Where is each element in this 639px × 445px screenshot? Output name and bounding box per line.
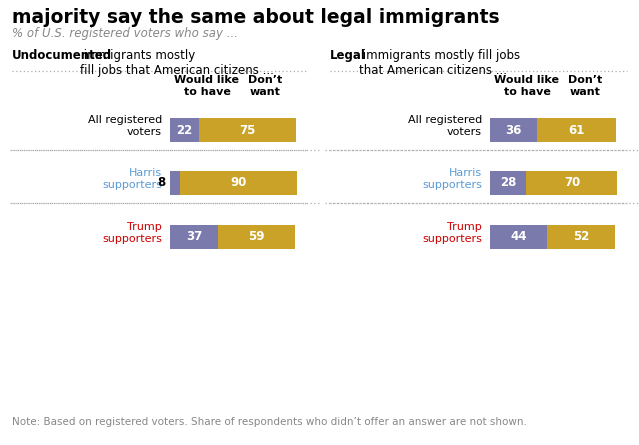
Text: immigrants mostly fill jobs
that American citizens ...: immigrants mostly fill jobs that America…: [359, 49, 520, 77]
Bar: [218, 225, 295, 249]
Text: 90: 90: [231, 177, 247, 190]
Bar: [170, 225, 218, 249]
Bar: [170, 171, 180, 195]
Bar: [490, 171, 527, 195]
Bar: [537, 118, 616, 142]
Text: 44: 44: [511, 231, 527, 243]
Text: All registered
voters: All registered voters: [88, 115, 162, 137]
Text: Don’t
want: Don’t want: [248, 75, 282, 97]
Bar: [180, 171, 297, 195]
Bar: [199, 118, 296, 142]
Text: Note: Based on registered voters. Share of respondents who didn’t offer an answe: Note: Based on registered voters. Share …: [12, 417, 527, 427]
Text: 22: 22: [176, 124, 192, 137]
Bar: [547, 225, 615, 249]
Bar: [527, 171, 617, 195]
Text: 70: 70: [564, 177, 580, 190]
Text: Harris
supporters: Harris supporters: [102, 168, 162, 190]
Text: Undocumented: Undocumented: [12, 49, 112, 62]
Text: 28: 28: [500, 177, 516, 190]
Text: immigrants mostly
fill jobs that American citizens ...: immigrants mostly fill jobs that America…: [80, 49, 274, 77]
Text: 8: 8: [158, 177, 166, 190]
Text: 52: 52: [573, 231, 589, 243]
Text: 37: 37: [186, 231, 202, 243]
Bar: [490, 225, 547, 249]
Text: Would like
to have: Would like to have: [495, 75, 560, 97]
Text: 61: 61: [568, 124, 585, 137]
Text: All registered
voters: All registered voters: [408, 115, 482, 137]
Text: Legal: Legal: [330, 49, 366, 62]
Text: majority say the same about legal immigrants: majority say the same about legal immigr…: [12, 8, 500, 27]
Text: 59: 59: [248, 231, 265, 243]
Text: Would like
to have: Would like to have: [174, 75, 240, 97]
Text: Don’t
want: Don’t want: [568, 75, 602, 97]
Bar: [170, 118, 199, 142]
Text: 75: 75: [239, 124, 256, 137]
Bar: [490, 118, 537, 142]
Text: Harris
supporters: Harris supporters: [422, 168, 482, 190]
Text: Trump
supporters: Trump supporters: [422, 222, 482, 244]
Text: % of U.S. registered voters who say ...: % of U.S. registered voters who say ...: [12, 27, 238, 40]
Text: Trump
supporters: Trump supporters: [102, 222, 162, 244]
Text: 36: 36: [505, 124, 521, 137]
